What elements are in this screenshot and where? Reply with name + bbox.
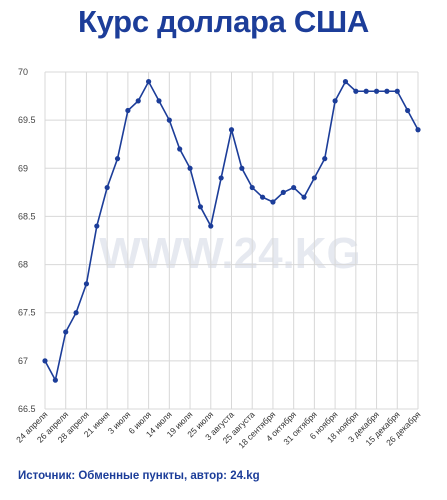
y-tick-label: 67.5 [18,308,36,318]
data-point [52,377,58,383]
y-tick-label: 68.5 [18,211,36,221]
data-point [114,156,121,162]
data-point [218,175,224,181]
y-tick-label: 69.5 [18,115,36,125]
data-point [322,156,328,162]
data-point [63,329,69,335]
data-point [104,184,110,191]
data-point [373,88,380,94]
data-point [249,184,255,191]
data-point [301,194,307,200]
data-point [342,79,349,85]
data-point [197,204,204,210]
y-tick-label: 70 [18,67,28,77]
data-point [259,194,266,200]
data-point [166,117,172,123]
data-point [177,146,183,152]
series-points [42,79,421,383]
data-point [353,88,359,94]
y-axis-ticks: 66.5 67 67.5 68 68.5 69 69.5 70 [18,67,36,414]
data-point [156,98,162,104]
data-point [187,165,193,171]
data-point [73,310,79,316]
data-point [363,88,369,94]
data-point [291,184,297,191]
data-point [83,281,90,287]
data-point [239,165,245,171]
y-tick-label: 67 [18,356,28,366]
data-point [146,79,152,85]
y-tick-label: 69 [18,163,28,173]
data-point [42,358,48,364]
data-point [270,199,276,205]
y-tick-label: 68 [18,260,28,270]
data-point [280,189,286,195]
data-point [405,107,411,114]
data-point [135,98,141,104]
chart-title: Курс доллара США [78,4,369,39]
data-point [208,223,214,229]
chart-grid [44,71,419,410]
data-point [394,88,400,94]
data-point [415,127,421,133]
data-point [384,88,390,94]
watermark: WWW.24.KG [99,229,361,278]
source-note: Источник: Обменные пункты, автор: 24.kg [18,470,260,482]
data-point [332,98,338,104]
data-point [94,223,100,229]
data-point [228,127,235,133]
y-tick-label: 66.5 [18,404,36,414]
data-point [125,107,131,114]
data-point [311,175,317,181]
